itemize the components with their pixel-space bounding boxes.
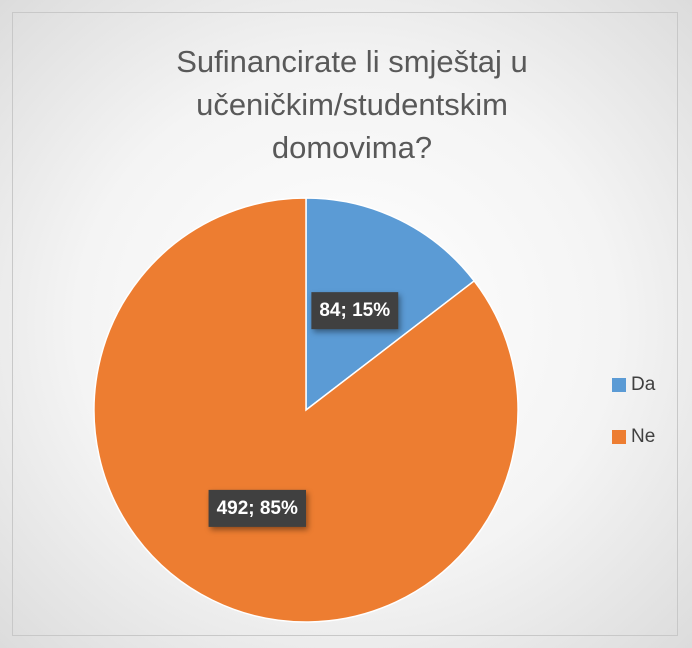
data-label-box [208,489,307,527]
legend-label: Ne [631,426,655,447]
legend-label: Da [631,374,656,395]
data-label: 84; 15% [311,292,399,330]
chart-frame [12,12,678,636]
legend-swatch [612,378,626,392]
chart-title: Sufinancirate li smještaj u učeničkim/st… [176,44,528,165]
pie-slice [93,197,519,623]
data-label-text: 492; 85% [217,498,298,519]
data-label-text: 84; 15% [319,300,390,321]
legend-swatch [612,430,626,444]
data-label: 492; 85% [208,489,307,527]
data-label-box [311,292,399,330]
